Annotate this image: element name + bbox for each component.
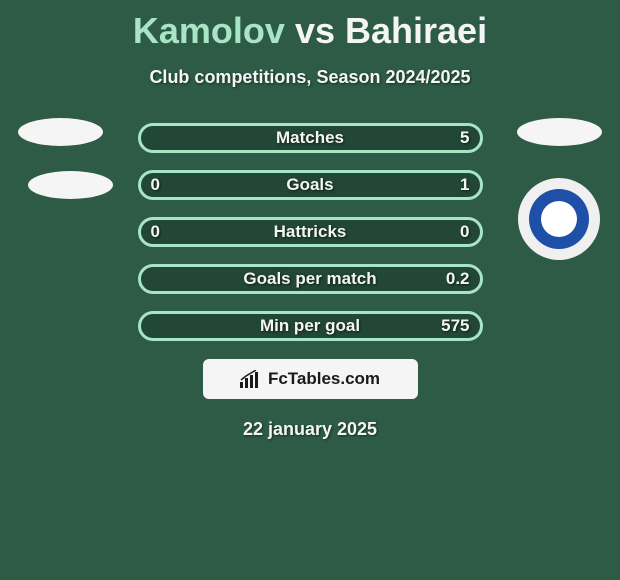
stat-right-value: 1 xyxy=(460,175,469,195)
comparison-title: Kamolov vs Bahiraei xyxy=(0,0,620,52)
stat-row-goals-per-match: Goals per match 0.2 xyxy=(138,264,483,294)
date-text: 22 january 2025 xyxy=(0,419,620,440)
chart-icon xyxy=(240,370,262,388)
player1-name: Kamolov xyxy=(133,10,285,51)
stat-row-hattricks: 0 Hattricks 0 xyxy=(138,217,483,247)
stat-label: Min per goal xyxy=(260,316,360,336)
stat-row-matches: Matches 5 xyxy=(138,123,483,153)
stat-right-value: 575 xyxy=(441,316,469,336)
stat-right-value: 0 xyxy=(460,222,469,242)
stat-label: Matches xyxy=(276,128,344,148)
vs-text: vs xyxy=(295,10,335,51)
stat-label: Goals xyxy=(286,175,333,195)
subtitle: Club competitions, Season 2024/2025 xyxy=(0,67,620,88)
footer-brand: FcTables.com xyxy=(203,359,418,399)
stat-label: Hattricks xyxy=(274,222,347,242)
club-logo-icon xyxy=(529,189,589,249)
stat-row-goals: 0 Goals 1 xyxy=(138,170,483,200)
stat-label: Goals per match xyxy=(243,269,376,289)
stats-content: Matches 5 0 Goals 1 0 Hattricks 0 Goals … xyxy=(0,123,620,440)
stat-right-value: 0.2 xyxy=(446,269,470,289)
club-logo xyxy=(518,178,600,260)
player2-badge xyxy=(517,118,602,146)
stat-left-value: 0 xyxy=(151,175,160,195)
stat-row-min-per-goal: Min per goal 575 xyxy=(138,311,483,341)
player2-name: Bahiraei xyxy=(345,10,487,51)
stat-right-value: 5 xyxy=(460,128,469,148)
footer-brand-text: FcTables.com xyxy=(268,369,380,389)
player1-badge-2 xyxy=(28,171,113,199)
player1-badge xyxy=(18,118,103,146)
stat-left-value: 0 xyxy=(151,222,160,242)
